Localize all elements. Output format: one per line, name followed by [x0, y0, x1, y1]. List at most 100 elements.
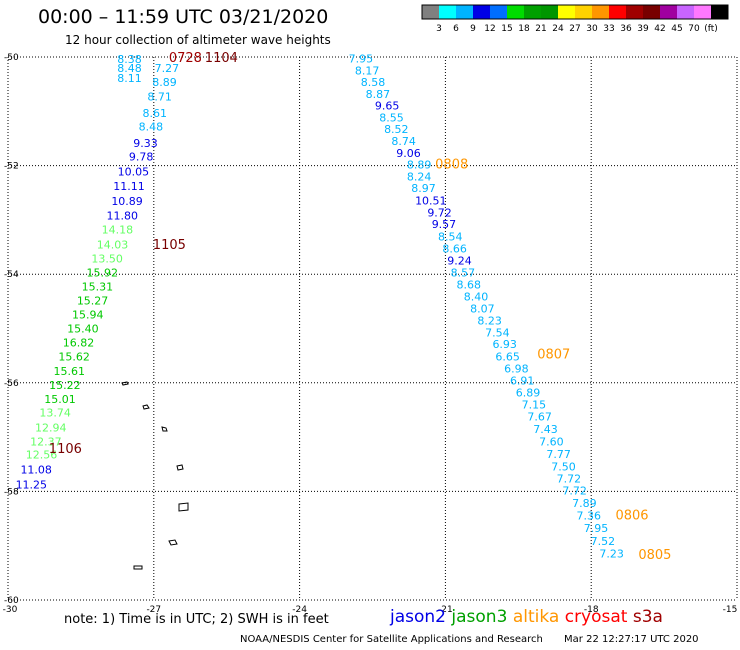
generated-timestamp: Mar 22 12:27:17 UTC 2020: [564, 634, 699, 645]
color-swatch: [643, 5, 660, 19]
island-outlines: [121, 381, 189, 570]
grid-lines: [7, 56, 738, 601]
wave-height-label: 7.72: [562, 484, 587, 497]
color-scale-label: (ft): [704, 24, 718, 34]
color-scale-label: 42: [654, 24, 665, 34]
wave-height-label: 15.27: [77, 294, 109, 307]
wave-height-label: 10.89: [111, 195, 143, 208]
y-tick-label: -52: [4, 162, 19, 172]
color-scale-label: 39: [637, 24, 649, 34]
color-scale-label: 15: [501, 24, 512, 34]
wave-height-label: 7.95: [349, 53, 374, 66]
wave-height-label: 6.89: [516, 387, 541, 400]
wave-height-label: 8.38: [117, 53, 142, 66]
wave-height-label: 9.57: [432, 218, 457, 231]
wave-height-label: 7.95: [584, 522, 609, 535]
color-scale-label: 36: [620, 24, 632, 34]
y-tick-label: -60: [4, 596, 19, 606]
wave-height-label: 9.65: [375, 99, 400, 112]
wave-height-label: 7.36: [577, 509, 602, 522]
wave-height-label: 8.48: [117, 62, 142, 75]
island-outline: [142, 404, 150, 410]
time-label: 1104: [205, 51, 238, 66]
x-tick-label: -18: [584, 605, 599, 615]
island-outline: [176, 464, 184, 471]
wave-height-label: 14.03: [97, 238, 129, 251]
wave-height-label: 9.78: [129, 150, 154, 163]
x-tick-label: -21: [438, 605, 453, 615]
color-scale-label: 45: [671, 24, 682, 34]
wave-height-label: 6.93: [492, 338, 517, 351]
page-subtitle: 12 hour collection of altimeter wave hei…: [65, 33, 331, 47]
color-swatch: [592, 5, 609, 19]
wave-height-label: 8.68: [456, 279, 481, 292]
color-swatch: [422, 5, 439, 19]
color-swatch: [575, 5, 592, 19]
wave-height-label: 9.06: [396, 147, 421, 160]
wave-height-label: 15.62: [58, 351, 90, 364]
color-scale-label: 21: [535, 24, 546, 34]
y-tick-label: -56: [4, 379, 19, 389]
wave-height-label: 8.66: [442, 243, 467, 256]
wave-height-label: 12.94: [35, 421, 67, 434]
satellite-altika: altika: [512, 607, 560, 627]
wave-height-label: 11.80: [106, 210, 138, 223]
time-label: 1106: [49, 442, 82, 457]
color-scale-label: 33: [603, 24, 614, 34]
x-tick-label: -30: [3, 605, 18, 615]
time-labels: 0728 1104 1105 1106 0808 0807 0806 0805: [49, 51, 672, 563]
wave-height-label: 8.52: [384, 123, 409, 136]
color-swatch: [507, 5, 524, 19]
y-tick-label: -58: [4, 487, 19, 497]
wave-height-label: 15.22: [49, 379, 81, 392]
wave-height-label: 8.17: [355, 65, 380, 78]
wave-height-label: 7.43: [533, 423, 558, 436]
wave-height-label: 7.52: [591, 535, 616, 548]
color-swatch: [626, 5, 643, 19]
wave-height-label: 15.31: [82, 281, 114, 294]
satellite-cryosat: cryosat: [564, 607, 628, 627]
wave-height-label: 7.72: [557, 472, 582, 485]
color-scale-label: 18: [518, 24, 530, 34]
wave-height-label: 8.97: [411, 182, 436, 195]
data-labels: 8.388.488.117.278.898.718.618.489.339.78…: [16, 53, 624, 561]
wave-height-label: 8.54: [438, 231, 463, 244]
color-scale-label: 6: [453, 24, 459, 34]
time-label: 0805: [638, 548, 671, 563]
time-label: 0806: [615, 509, 648, 524]
time-label: 0808: [435, 157, 468, 172]
color-scale-label: 24: [552, 24, 564, 34]
wave-height-label: 7.54: [485, 326, 510, 339]
wave-height-label: 6.98: [504, 363, 529, 376]
color-swatch: [439, 5, 456, 19]
color-swatch: [456, 5, 473, 19]
wave-height-label: 7.27: [155, 62, 180, 75]
wave-height-label: 15.94: [72, 308, 104, 321]
color-swatch: [609, 5, 626, 19]
wave-height-label: 12.37: [30, 435, 62, 448]
wave-height-label: 15.92: [87, 267, 119, 280]
color-scale-label: 12: [484, 24, 495, 34]
wave-height-label: 7.89: [572, 497, 597, 510]
wave-height-label: 7.50: [551, 460, 576, 473]
wave-height-label: 15.61: [53, 365, 85, 378]
wave-height-label: 8.40: [464, 290, 489, 303]
color-scale-label: 27: [569, 24, 580, 34]
color-swatch: [660, 5, 677, 19]
wave-height-label: 7.77: [546, 448, 571, 461]
wave-height-label: 9.24: [447, 255, 472, 268]
y-tick-label: -54: [4, 270, 19, 280]
color-swatch: [490, 5, 507, 19]
x-tick-label: -27: [146, 605, 161, 615]
wave-height-label: 7.67: [527, 410, 552, 423]
wave-height-label: 8.24: [407, 170, 432, 183]
wave-height-label: 8.87: [366, 88, 391, 101]
wave-height-label: 7.23: [599, 547, 624, 560]
time-label: 1105: [153, 238, 186, 253]
satellite-legend: jason2 jason3 altika cryosat s3a: [390, 607, 663, 627]
color-swatch: [524, 5, 541, 19]
color-swatch: [694, 5, 711, 19]
time-label: 0807: [537, 347, 570, 362]
page-title: 00:00 – 11:59 UTC 03/21/2020: [38, 6, 329, 28]
